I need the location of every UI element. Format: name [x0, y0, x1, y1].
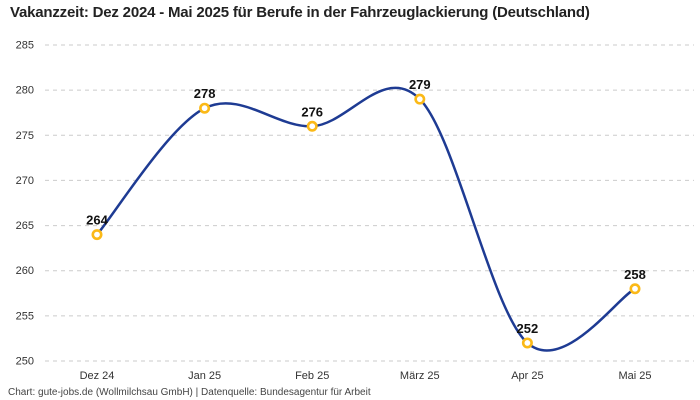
- x-tick-label: Dez 24: [80, 370, 115, 382]
- y-tick-label: 260: [16, 265, 34, 277]
- data-point-label: 278: [194, 86, 216, 101]
- data-point-marker: [521, 337, 533, 349]
- data-point-marker: [199, 102, 211, 114]
- data-point-marker: [414, 93, 426, 105]
- data-point-markers: [91, 93, 641, 349]
- y-tick-label: 255: [16, 310, 34, 322]
- x-tick-label: März 25: [400, 370, 440, 382]
- data-point-label: 258: [624, 267, 646, 282]
- data-point-labels: 264 278 276 279 252 258: [86, 77, 646, 336]
- y-tick-label: 265: [16, 220, 34, 232]
- y-axis-tick-labels: 250 255 260 265 270 275 280 285: [16, 40, 34, 368]
- gridlines: [45, 44, 694, 362]
- x-tick-label: Feb 25: [295, 370, 329, 382]
- y-tick-label: 275: [16, 130, 34, 142]
- data-point-label: 252: [517, 321, 539, 336]
- y-tick-label: 280: [16, 85, 34, 97]
- data-point-label: 279: [409, 77, 431, 92]
- y-tick-label: 250: [16, 356, 34, 368]
- y-tick-label: 285: [16, 40, 34, 52]
- x-tick-label: Jan 25: [188, 370, 221, 382]
- data-point-label: 264: [86, 213, 108, 228]
- x-tick-label: Apr 25: [511, 370, 543, 382]
- chart-footer: Chart: gute-jobs.de (Wollmilchsau GmbH) …: [8, 387, 371, 398]
- data-point-marker: [306, 120, 318, 132]
- chart-title: Vakanzzeit: Dez 2024 - Mai 2025 für Beru…: [10, 4, 590, 21]
- data-point-label: 276: [301, 104, 323, 119]
- y-tick-label: 270: [16, 175, 34, 187]
- x-tick-label: Mai 25: [618, 370, 651, 382]
- x-axis-tick-labels: Dez 24 Jan 25 Feb 25 März 25 Apr 25 Mai 25: [80, 370, 652, 382]
- series-line: [95, 86, 637, 352]
- data-point-marker: [91, 229, 103, 241]
- data-point-marker: [629, 283, 641, 295]
